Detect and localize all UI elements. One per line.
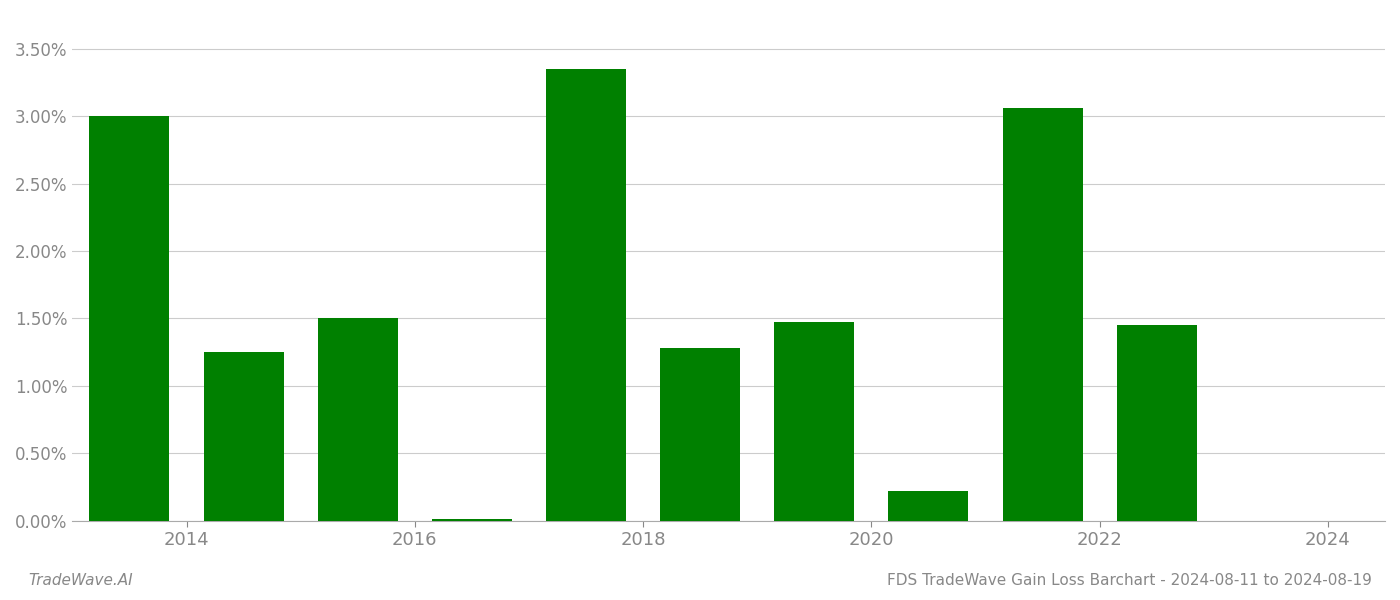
Bar bbox=[318, 319, 398, 521]
Bar bbox=[1117, 325, 1197, 521]
Bar bbox=[203, 352, 284, 521]
Bar bbox=[433, 518, 512, 521]
Bar bbox=[889, 491, 969, 521]
Text: FDS TradeWave Gain Loss Barchart - 2024-08-11 to 2024-08-19: FDS TradeWave Gain Loss Barchart - 2024-… bbox=[888, 573, 1372, 588]
Text: TradeWave.AI: TradeWave.AI bbox=[28, 573, 133, 588]
Bar bbox=[774, 322, 854, 521]
Bar bbox=[546, 69, 626, 521]
Bar bbox=[1002, 108, 1082, 521]
Bar bbox=[90, 116, 169, 521]
Bar bbox=[661, 348, 741, 521]
